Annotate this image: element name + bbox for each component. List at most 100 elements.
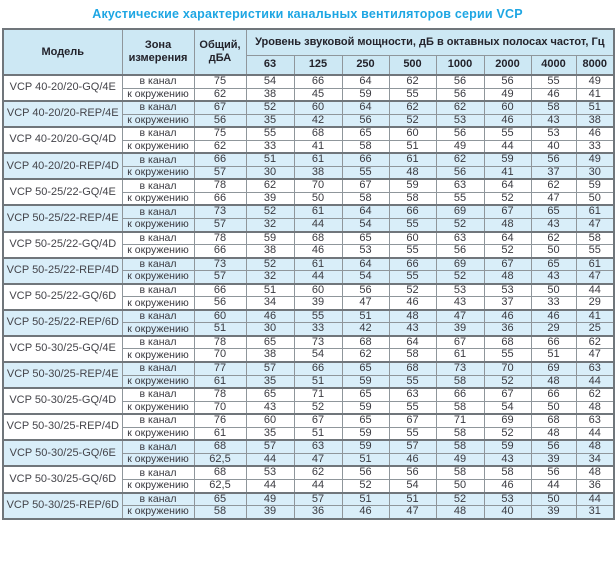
total-cell: 66	[193, 191, 247, 206]
band-cell: 51	[245, 282, 295, 298]
band-cell: 44	[293, 218, 343, 233]
band-cell: 71	[293, 387, 343, 402]
total-cell: 73	[193, 204, 247, 220]
zone-cell: к окружению	[121, 113, 195, 128]
table-row-ambient: к окружению 58 39 36 46 47 48 40 39 31	[3, 505, 615, 520]
band-cell: 56	[341, 282, 390, 298]
model-cell: VCP 50-30/25-GQ/6E	[2, 439, 123, 467]
band-cell: 55	[483, 348, 532, 363]
band-cell: 51	[293, 426, 343, 441]
band-cell: 55	[575, 244, 615, 259]
band-cell: 39	[530, 505, 577, 520]
band-cell: 58	[435, 439, 485, 454]
band-cell: 66	[388, 204, 437, 220]
band-cell: 39	[245, 191, 295, 206]
band-cell: 63	[575, 413, 615, 428]
band-cell: 49	[435, 452, 485, 467]
zone-cell: в канал	[121, 361, 195, 376]
total-cell: 70	[193, 348, 247, 363]
total-cell: 62	[193, 139, 247, 154]
band-cell: 57	[293, 491, 343, 507]
band-cell: 56	[341, 113, 390, 128]
band-cell: 51	[388, 491, 437, 507]
table-row-duct: VCP 50-25/22-GQ/4D в канал 78 59 68 65 60 63 64 6…	[2, 230, 615, 259]
band-cell: 64	[341, 73, 390, 89]
total-cell: 67	[193, 100, 247, 115]
band-cell: 52	[483, 374, 532, 389]
band-cell: 73	[435, 361, 485, 376]
band-cell: 60	[388, 126, 437, 141]
band-cell: 62	[435, 152, 485, 167]
table-row-duct: VCP 50-25/22-GQ/6D в канал 66 51 60 56 52 53 53 5…	[2, 282, 615, 311]
table-header: Модель Зона измерения Общий, дБА Уровень…	[2, 28, 615, 76]
band-cell: 59	[388, 178, 437, 193]
band-cell: 68	[293, 126, 343, 141]
band-cell: 59	[483, 439, 532, 454]
band-cell: 55	[435, 191, 485, 206]
band-cell: 47	[293, 452, 343, 467]
band-cell: 48	[483, 270, 532, 285]
table-row-duct: VCP 50-25/22-REP/4E в канал 73 52 61 64 66 69 67…	[2, 204, 615, 233]
band-cell: 61	[575, 256, 615, 272]
band-cell: 53	[483, 491, 532, 507]
header-freq-4000: 4000	[530, 54, 577, 76]
total-cell: 57	[193, 270, 247, 285]
band-cell: 48	[575, 465, 615, 480]
band-cell: 66	[530, 387, 577, 402]
table-row-duct: VCP 50-25/22-REP/4D в канал 73 52 61 64 66 69 67…	[2, 256, 615, 285]
total-cell: 78	[193, 178, 247, 193]
band-cell: 55	[245, 126, 295, 141]
band-cell: 52	[341, 478, 390, 494]
band-cell: 68	[483, 334, 532, 350]
band-cell: 38	[575, 113, 615, 128]
total-cell: 77	[193, 361, 247, 376]
band-cell: 66	[341, 152, 390, 167]
zone-cell: к окружению	[121, 296, 195, 311]
model-cell: VCP 50-30/25-GQ/4D	[2, 387, 123, 415]
band-cell: 51	[341, 308, 390, 324]
zone-cell: в канал	[121, 256, 195, 272]
band-cell: 65	[341, 230, 390, 246]
band-cell: 44	[575, 282, 615, 298]
band-cell: 53	[530, 126, 577, 141]
header-freq-250: 250	[341, 54, 390, 76]
table-row-ambient: к окружению 66 39 50 58 58 55 52 47 50	[3, 191, 615, 206]
total-cell: 76	[193, 413, 247, 428]
zone-cell: в канал	[121, 439, 195, 454]
band-cell: 51	[575, 100, 615, 115]
table-row-ambient: к окружению 62 38 45 59 55 56 49 46 41	[3, 87, 615, 102]
band-cell: 55	[530, 73, 577, 89]
total-cell: 68	[193, 465, 247, 480]
table-row-duct: VCP 50-25/22-GQ/4E в канал 78 62 70 67 59 63 64 6…	[2, 178, 615, 206]
band-cell: 50	[530, 244, 577, 259]
band-cell: 51	[245, 152, 295, 167]
band-cell: 36	[293, 505, 343, 520]
header-row-frequencies: 63 125 250 500 1000 2000 4000 8000	[3, 54, 615, 76]
band-cell: 62	[388, 100, 437, 115]
band-cell: 41	[483, 165, 532, 180]
total-cell: 73	[193, 256, 247, 272]
table-row-ambient: к окружению 62,5 44 47 51 46 49 43 39 34	[3, 452, 615, 467]
band-cell: 65	[530, 256, 577, 272]
band-cell: 68	[530, 413, 577, 428]
total-cell: 70	[193, 400, 247, 415]
table-row-duct: VCP 40-20/20-GQ/4E в канал 75 54 66 64 62 56 56 5…	[2, 73, 615, 102]
band-cell: 64	[341, 100, 390, 115]
band-cell: 48	[388, 165, 437, 180]
zone-cell: к окружению	[121, 191, 195, 206]
band-cell: 38	[293, 165, 343, 180]
total-cell: 66	[193, 152, 247, 167]
band-cell: 46	[530, 87, 577, 102]
band-cell: 67	[483, 256, 532, 272]
band-cell: 52	[435, 218, 485, 233]
band-cell: 52	[293, 400, 343, 415]
table-row-duct: VCP 50-30/25-REP/4E в канал 77 57 66 65 68 73 70…	[2, 361, 615, 389]
zone-cell: к окружению	[121, 322, 195, 337]
band-cell: 49	[245, 491, 295, 507]
band-cell: 39	[435, 322, 485, 337]
band-cell: 50	[435, 478, 485, 494]
zone-cell: в канал	[121, 126, 195, 141]
band-cell: 68	[388, 361, 437, 376]
band-cell: 63	[293, 439, 343, 454]
band-cell: 35	[245, 113, 295, 128]
